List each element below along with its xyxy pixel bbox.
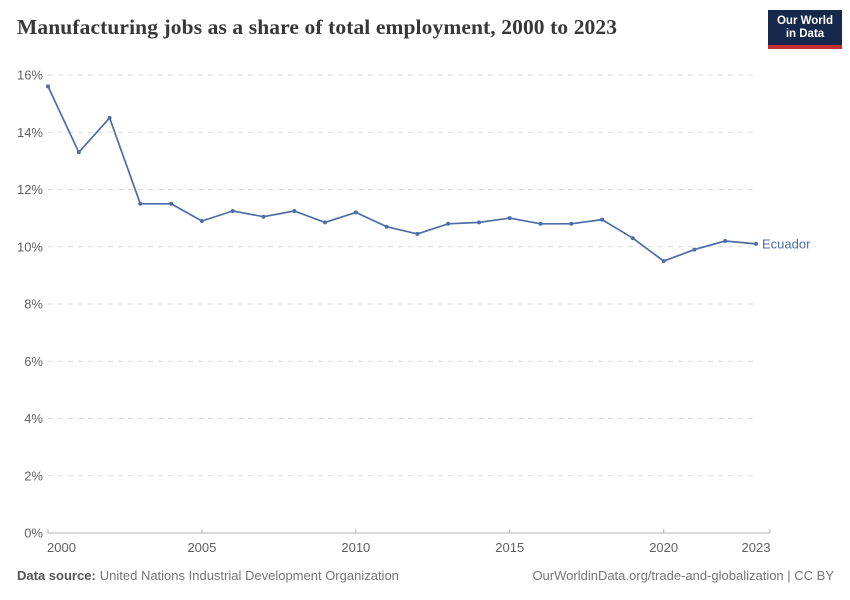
y-axis-label: 6% — [24, 354, 43, 369]
data-point[interactable] — [169, 201, 174, 206]
data-point[interactable] — [292, 209, 297, 213]
data-point[interactable] — [76, 150, 81, 155]
data-point[interactable] — [261, 214, 266, 219]
data-point[interactable] — [477, 220, 481, 225]
data-line[interactable] — [47, 85, 757, 262]
data-source-label: Data source: — [17, 568, 96, 583]
data-point[interactable] — [538, 221, 543, 226]
y-axis-label: 16% — [17, 68, 43, 83]
y-axis-label: 4% — [24, 411, 43, 426]
data-source-text: United Nations Industrial Development Or… — [99, 568, 399, 583]
data-point[interactable] — [692, 247, 697, 252]
page-title: Manufacturing jobs as a share of total e… — [17, 15, 618, 39]
x-axis-label: 2020 — [649, 540, 678, 555]
y-axis-label: 2% — [24, 468, 43, 483]
chart-footer: Data source: United Nations Industrial De… — [17, 568, 834, 583]
data-point[interactable] — [446, 221, 451, 226]
data-point[interactable] — [138, 201, 143, 206]
data-point[interactable] — [723, 239, 728, 243]
data-point[interactable] — [415, 231, 420, 236]
data-point[interactable] — [661, 259, 666, 264]
data-point[interactable] — [107, 115, 112, 120]
x-axis-label: 2015 — [495, 540, 524, 555]
x-axis-label: 2005 — [187, 540, 216, 555]
x-axis-label: 2010 — [341, 540, 370, 555]
entity-label[interactable]: Ecuador — [762, 236, 811, 251]
data-point[interactable] — [384, 224, 389, 229]
x-axis-label: 2023 — [742, 540, 771, 555]
credit-link[interactable]: OurWorldinData.org/trade-and-globalizati… — [532, 568, 834, 583]
data-point[interactable] — [600, 217, 605, 222]
data-point[interactable] — [754, 241, 758, 246]
y-axis-label: 0% — [24, 526, 43, 541]
y-axis-label: 14% — [17, 125, 43, 140]
data-point[interactable] — [507, 216, 512, 221]
data-point[interactable] — [199, 219, 204, 223]
data-point[interactable] — [323, 220, 327, 225]
y-axis-label: 10% — [17, 239, 43, 254]
data-point[interactable] — [46, 84, 50, 89]
logo-text-line1: Our World — [776, 15, 833, 27]
data-source: Data source: United Nations Industrial De… — [17, 568, 399, 583]
owid-logo[interactable]: Our World in Data — [768, 10, 842, 49]
y-axis-label: 12% — [17, 182, 43, 197]
data-point[interactable] — [353, 210, 358, 215]
x-axis-label: 2000 — [47, 540, 76, 555]
y-axis-label: 8% — [24, 297, 43, 312]
logo-text-line2: in Data — [785, 28, 825, 40]
data-point[interactable] — [630, 236, 635, 241]
data-point[interactable] — [230, 209, 235, 213]
data-point[interactable] — [569, 221, 574, 226]
